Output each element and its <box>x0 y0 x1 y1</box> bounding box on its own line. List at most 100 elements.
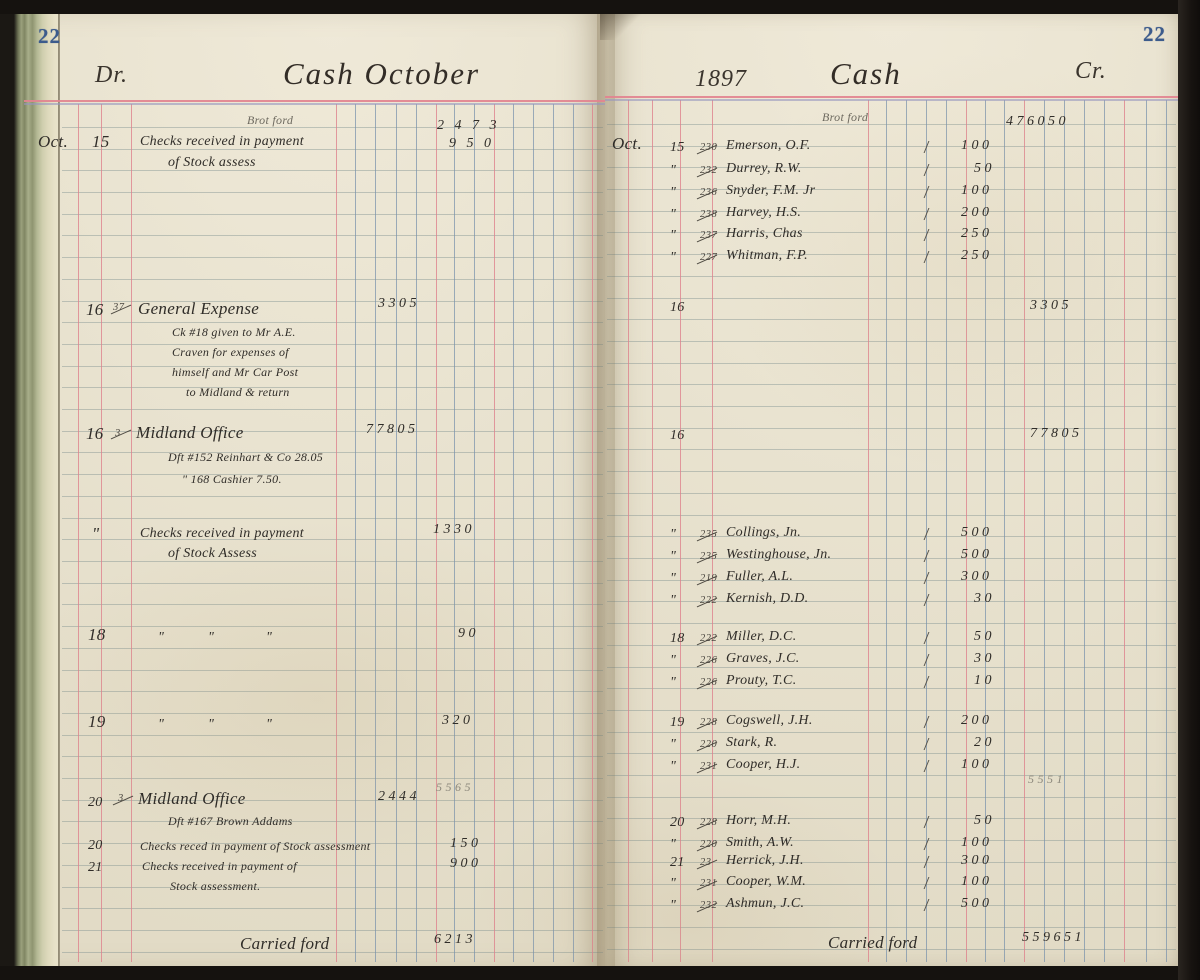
entry-ditto-18-1: " <box>158 630 165 645</box>
credit-label: Cr. <box>1075 58 1107 84</box>
entry-ledger-no-20a: 3 <box>118 793 124 804</box>
credit-row-amount-11: 30 <box>974 591 995 606</box>
credit-row-name-19: Smith, A.W. <box>726 835 794 850</box>
entry-day-15: 15 <box>92 132 110 151</box>
entry-detail-1-2: himself and Mr Car Post <box>172 365 299 379</box>
ledger-year: 1897 <box>695 66 747 92</box>
credit-row-amount-9: 500 <box>961 547 993 562</box>
credit-row-amount-14: 10 <box>974 673 995 688</box>
carried-forward-label-right: Carried ford <box>828 933 918 952</box>
credit-row-day-10: " <box>670 571 677 586</box>
entry-ledger-no-16a: 37 <box>113 302 125 313</box>
entry-ditto-19-1: " <box>158 717 165 732</box>
credit-row-amount-16: 20 <box>974 735 995 750</box>
entry-description-2: Midland Office <box>136 423 244 442</box>
credit-page <box>605 14 1178 966</box>
credit-row-day-15: 19 <box>670 715 685 730</box>
book-fore-edge <box>14 14 60 966</box>
credit-row-day-1: " <box>670 163 677 178</box>
entry-day-16a: 16 <box>86 300 104 319</box>
credit-row-day-13: " <box>670 653 677 668</box>
credit-row-day-7: 16 <box>670 428 685 443</box>
brought-forward-amount-right: 476050 <box>1006 114 1069 129</box>
credit-row-name-16: Stark, R. <box>726 735 778 750</box>
desk-background-top <box>0 0 1200 14</box>
header-rule-left <box>24 100 605 105</box>
entry-amount-1: 3305 <box>378 296 420 311</box>
entry-amount-8: 900 <box>450 856 482 871</box>
credit-row-name-12: Miller, D.C. <box>726 629 797 644</box>
entry-description-8b: Stock assessment. <box>170 879 261 893</box>
entry-amount-3: 1330 <box>433 522 475 537</box>
entry-description-3: Checks received in payment <box>140 526 304 541</box>
credit-row-amount-2: 100 <box>961 183 993 198</box>
credit-row-day-16: " <box>670 737 677 752</box>
credit-row-day-19: " <box>670 837 677 852</box>
credit-row-name-5: Whitman, F.P. <box>726 248 808 263</box>
entry-detail-1-1: Craven for expenses of <box>172 345 289 359</box>
entry-amount-2: 77805 <box>366 422 419 437</box>
credit-page-title: Cash <box>830 56 902 91</box>
entry-day-16b: 16 <box>86 424 104 443</box>
credit-row-name-1: Durrey, R.W. <box>726 161 802 176</box>
credit-row-name-17: Cooper, H.J. <box>726 757 801 772</box>
credit-row-amount-12: 50 <box>974 629 995 644</box>
debit-page <box>60 14 605 966</box>
credit-row-amount-17: 100 <box>961 757 993 772</box>
entry-amount-4: 90 <box>458 626 479 641</box>
entry-description-3b: of Stock Assess <box>168 546 258 561</box>
entry-description-0: Checks received in payment <box>140 134 304 149</box>
credit-row-day-17: " <box>670 759 677 774</box>
credit-row-name-0: Emerson, O.F. <box>726 138 811 153</box>
credit-row-amount-1: 50 <box>974 161 995 176</box>
brought-forward-amount-left-1: 2 4 7 3 <box>437 118 500 133</box>
credit-row-day-21: " <box>670 876 677 891</box>
credit-row-day-12: 18 <box>670 631 685 646</box>
desk-background-right <box>1178 0 1200 980</box>
entry-description-8: Checks received in payment of <box>142 859 297 873</box>
credit-row-name-15: Cogswell, J.H. <box>726 713 813 728</box>
entry-description-6: Midland Office <box>138 789 246 808</box>
credit-row-name-4: Harris, Chas <box>726 226 803 241</box>
debit-page-title: Cash October <box>283 56 481 91</box>
credit-row-amount-7: 77805 <box>1030 426 1083 441</box>
credit-row-amount-10: 300 <box>961 569 993 584</box>
credit-row-day-2: " <box>670 185 677 200</box>
desk-background-bottom <box>0 966 1200 980</box>
entry-detail-1-0: Ck #18 given to Mr A.E. <box>172 325 296 339</box>
entry-day-ditto-1: " <box>92 524 100 543</box>
credit-row-day-9: " <box>670 549 677 564</box>
credit-row-name-20: Herrick, J.H. <box>726 853 804 868</box>
entry-description-7: Checks reced in payment of Stock assessm… <box>140 839 371 853</box>
credit-row-day-4: " <box>670 228 677 243</box>
entry-ditto-19-3: " <box>266 717 273 732</box>
credit-row-amount-20: 300 <box>961 853 993 868</box>
credit-row-name-22: Ashmun, J.C. <box>726 896 805 911</box>
credit-row-day-14: " <box>670 675 677 690</box>
credit-row-day-22: " <box>670 898 677 913</box>
entry-detail-1-3: to Midland & return <box>186 385 290 399</box>
entry-detail-6-0: Dft #167 Brown Addams <box>168 814 293 828</box>
header-rule-right <box>605 96 1178 101</box>
credit-row-name-14: Prouty, T.C. <box>726 673 797 688</box>
credit-row-amount-5: 250 <box>961 248 993 263</box>
credit-row-amount-8: 500 <box>961 525 993 540</box>
entry-day-20b: 20 <box>88 838 103 853</box>
credit-row-name-3: Harvey, H.S. <box>726 205 802 220</box>
entry-amount-6-pencil: 5565 <box>436 780 474 794</box>
credit-row-amount-6: 3305 <box>1030 298 1072 313</box>
entry-amount-7: 150 <box>450 836 482 851</box>
brought-forward-label-left: Brot ford <box>247 113 294 127</box>
credit-row-day-11: " <box>670 593 677 608</box>
credit-row-day-20: 21 <box>670 855 685 870</box>
brought-forward-amount-left-2: 9 5 0 <box>449 136 495 151</box>
entry-description-1: General Expense <box>138 299 260 318</box>
entry-amount-6: 2444 <box>378 789 420 804</box>
carried-forward-label-left: Carried ford <box>240 934 330 953</box>
credit-row-amount-4: 250 <box>961 226 993 241</box>
credit-row-amount-13: 30 <box>974 651 995 666</box>
entry-day-19: 19 <box>88 712 106 731</box>
entry-day-20a: 20 <box>88 795 103 810</box>
credit-pencil-subtotal: 5551 <box>1028 772 1066 786</box>
